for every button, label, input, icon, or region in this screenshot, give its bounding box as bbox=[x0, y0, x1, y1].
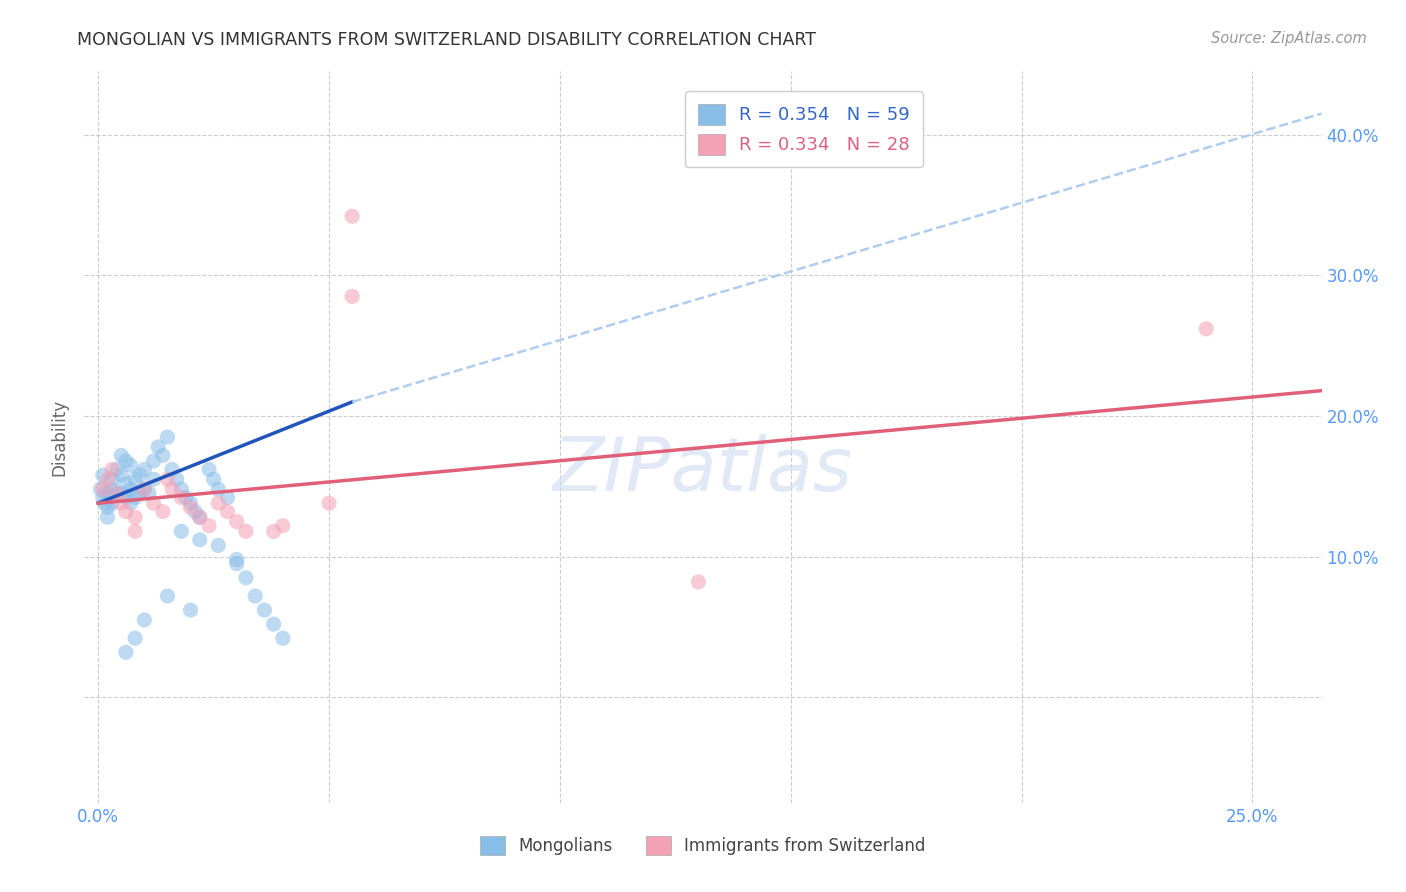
Point bbox=[152, 449, 174, 463]
Point bbox=[96, 510, 118, 524]
Point bbox=[120, 482, 142, 496]
Point bbox=[110, 449, 132, 463]
Point bbox=[340, 289, 363, 303]
Point bbox=[156, 472, 179, 486]
Point bbox=[207, 482, 229, 496]
Point bbox=[105, 486, 128, 500]
Point bbox=[134, 482, 156, 496]
Point bbox=[170, 482, 193, 496]
Point bbox=[207, 538, 229, 552]
Point bbox=[271, 518, 294, 533]
Point bbox=[115, 476, 138, 491]
Point bbox=[217, 491, 239, 505]
Point bbox=[180, 603, 202, 617]
Point bbox=[207, 496, 229, 510]
Point bbox=[96, 500, 118, 515]
Point bbox=[156, 589, 179, 603]
Point bbox=[174, 491, 197, 505]
Point bbox=[124, 524, 146, 539]
Text: Source: ZipAtlas.com: Source: ZipAtlas.com bbox=[1211, 31, 1367, 46]
Point bbox=[142, 454, 165, 468]
Point bbox=[96, 486, 118, 500]
Point bbox=[188, 510, 211, 524]
Point bbox=[94, 496, 117, 510]
Point bbox=[105, 486, 128, 500]
Point bbox=[134, 462, 156, 476]
Point bbox=[202, 472, 225, 486]
Point bbox=[1195, 322, 1218, 336]
Point bbox=[138, 486, 160, 500]
Point bbox=[110, 486, 132, 500]
Point bbox=[148, 440, 170, 454]
Point bbox=[134, 613, 156, 627]
Point bbox=[198, 518, 221, 533]
Point bbox=[124, 510, 146, 524]
Point bbox=[263, 617, 285, 632]
Point bbox=[156, 430, 179, 444]
Point bbox=[115, 454, 138, 468]
Point bbox=[170, 491, 193, 505]
Point bbox=[271, 632, 294, 646]
Point bbox=[101, 482, 124, 496]
Point bbox=[225, 552, 247, 566]
Text: MONGOLIAN VS IMMIGRANTS FROM SWITZERLAND DISABILITY CORRELATION CHART: MONGOLIAN VS IMMIGRANTS FROM SWITZERLAND… bbox=[77, 31, 817, 49]
Point bbox=[115, 491, 138, 505]
Point bbox=[91, 482, 114, 496]
Point bbox=[89, 482, 111, 496]
Point bbox=[170, 524, 193, 539]
Point bbox=[160, 482, 183, 496]
Point bbox=[115, 505, 138, 519]
Point bbox=[128, 468, 150, 483]
Point bbox=[225, 515, 247, 529]
Point bbox=[134, 482, 156, 496]
Point bbox=[124, 491, 146, 505]
Point bbox=[91, 468, 114, 483]
Point bbox=[188, 510, 211, 524]
Point bbox=[180, 496, 202, 510]
Point bbox=[253, 603, 276, 617]
Point bbox=[180, 500, 202, 515]
Point bbox=[105, 462, 128, 476]
Point bbox=[142, 496, 165, 510]
Point bbox=[243, 589, 266, 603]
Point bbox=[142, 472, 165, 486]
Point bbox=[124, 472, 146, 486]
Point bbox=[184, 505, 207, 519]
Point bbox=[235, 571, 257, 585]
Point bbox=[96, 472, 118, 486]
Point bbox=[318, 496, 340, 510]
Point bbox=[91, 491, 114, 505]
Point bbox=[124, 632, 146, 646]
Point bbox=[188, 533, 211, 547]
Point bbox=[198, 462, 221, 476]
Point bbox=[110, 468, 132, 483]
Point bbox=[166, 472, 188, 486]
Legend: Mongolians, Immigrants from Switzerland: Mongolians, Immigrants from Switzerland bbox=[474, 830, 932, 862]
Point bbox=[225, 557, 247, 571]
Point bbox=[110, 496, 132, 510]
Text: ZIPatlas: ZIPatlas bbox=[553, 434, 853, 506]
Point bbox=[128, 486, 150, 500]
Y-axis label: Disability: Disability bbox=[51, 399, 69, 475]
Point bbox=[235, 524, 257, 539]
Point bbox=[101, 472, 124, 486]
Point bbox=[340, 209, 363, 223]
Point bbox=[115, 645, 138, 659]
Point bbox=[120, 458, 142, 473]
Point bbox=[101, 462, 124, 476]
Point bbox=[101, 496, 124, 510]
Point bbox=[217, 505, 239, 519]
Point bbox=[160, 462, 183, 476]
Point bbox=[263, 524, 285, 539]
Point bbox=[152, 505, 174, 519]
Point bbox=[688, 574, 710, 589]
Point bbox=[120, 496, 142, 510]
